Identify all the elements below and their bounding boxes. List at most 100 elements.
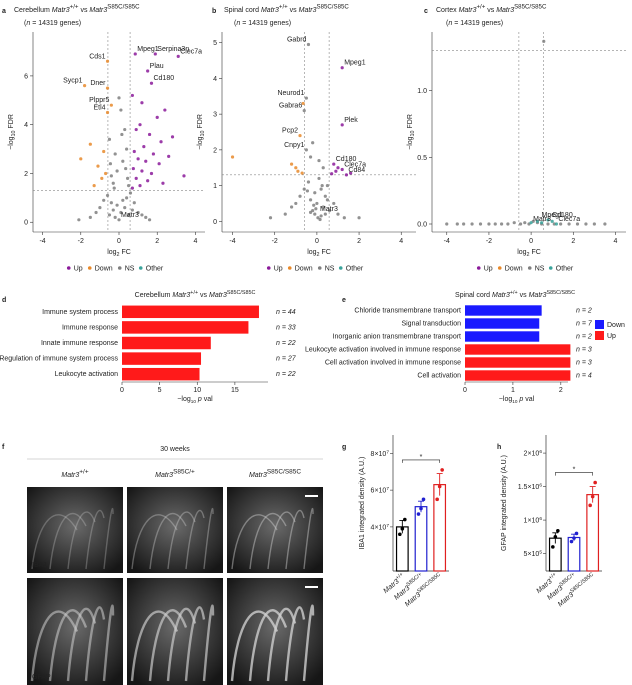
y-tick-label: 1×106 [524, 516, 543, 525]
data-point [132, 149, 136, 154]
category-label: Cell activation involved in immune respo… [325, 360, 461, 367]
y-tick-label: 5 [213, 40, 217, 47]
data-point [294, 166, 298, 170]
data-point [435, 497, 439, 502]
x-tick-label: 4 [193, 238, 197, 245]
tissue-fold [267, 511, 296, 570]
data-point [314, 207, 318, 211]
data-point [88, 142, 92, 146]
chart-title: Cerebellum Matr3+/+ vs Matr3S85C/S85C [135, 290, 256, 299]
gene-label: Mpeg1 [137, 46, 159, 53]
data-point [403, 517, 407, 522]
significance-bracket [402, 459, 440, 463]
x-axis-label: log2 FC [107, 249, 131, 258]
data-point [109, 174, 113, 178]
chart-title: Cerebellum Matr3+/+ vs Matr3S85C/S85C [14, 4, 140, 14]
legend-marker [497, 266, 502, 270]
data-point [130, 208, 134, 212]
panel-letter: h [497, 444, 501, 451]
n-label: n = 3 [576, 347, 592, 354]
n-label: n = 27 [276, 356, 297, 363]
chart-subtitle: (n = 14319 genes) [234, 20, 291, 27]
data-point [115, 169, 119, 173]
legend-marker [66, 266, 71, 270]
data-point [298, 133, 302, 138]
data-point [584, 222, 588, 226]
tissue-fold [230, 610, 279, 682]
data-point [575, 222, 580, 226]
data-point [523, 221, 527, 225]
data-point [398, 532, 402, 537]
gene-label: Neurod1 [277, 90, 304, 97]
data-point [132, 201, 136, 205]
data-point [313, 191, 317, 195]
data-point [302, 108, 306, 113]
bar [433, 484, 447, 572]
row-label: IBA1 [32, 562, 47, 569]
text-segment: +/+ [395, 572, 405, 582]
text-segment: vs [288, 7, 299, 14]
y-tick-label: 5×105 [524, 549, 543, 558]
text-segment: ( [234, 20, 237, 27]
data-point [306, 42, 311, 47]
legend-marker [287, 266, 292, 270]
data-point [83, 84, 87, 88]
micrograph [227, 487, 323, 573]
text-segment: −log [407, 136, 414, 150]
data-point [416, 512, 421, 516]
bar [122, 336, 211, 350]
gene-label: Matr3 [320, 206, 338, 213]
tissue-fold [185, 509, 205, 570]
data-point [546, 218, 550, 222]
text-segment: Matr3 [209, 292, 227, 299]
data-point [98, 206, 102, 210]
column-label: Matr3+/+ [61, 468, 88, 479]
data-point [493, 222, 497, 226]
data-point [550, 219, 554, 223]
y-tick-label: 1.5×106 [518, 482, 543, 491]
data-point [327, 208, 332, 213]
data-point [318, 217, 322, 222]
data-point [440, 468, 444, 472]
micrograph [27, 487, 123, 573]
tick-text: 1.5×10 [518, 484, 540, 491]
x-tick-label: 0 [529, 238, 533, 245]
column-label: Matr3S85C/+ [155, 468, 195, 479]
tick-exponent: 6 [539, 516, 542, 522]
row-label: GFAP [32, 674, 51, 681]
text-segment: S85C/+ [173, 468, 195, 475]
gene-label: Gabra6 [279, 103, 302, 110]
legend-marker [476, 266, 481, 270]
text-segment: FC [320, 249, 331, 256]
tick-exponent: 7 [386, 449, 389, 455]
n-label: n = 22 [276, 340, 296, 347]
group-title: 30 weeks [160, 446, 190, 453]
y-tick-label: 2×106 [524, 449, 543, 458]
legend-label: Up [607, 333, 616, 340]
category-label: Immune response [62, 324, 118, 331]
data-point [512, 221, 516, 225]
text-segment: Matr3 [529, 292, 547, 299]
data-point [115, 203, 119, 207]
x-tick-label: 0 [315, 238, 319, 245]
data-point [319, 214, 323, 218]
data-point [559, 222, 563, 226]
category-label: Chloride transmembrane transport [354, 308, 461, 315]
x-tick-label: 0 [463, 387, 467, 394]
text-segment: ( [24, 20, 27, 27]
text-segment: FC [530, 249, 541, 256]
x-tick-label: 2 [155, 238, 159, 245]
gene-label: Etl4 [93, 104, 105, 111]
legend-label: Up [274, 266, 283, 273]
n-label: n = 7 [576, 321, 593, 328]
data-point [518, 222, 523, 226]
data-point [593, 480, 597, 485]
gene-label: Pcp2 [282, 128, 298, 135]
bar [465, 305, 542, 316]
legend-marker [527, 266, 532, 270]
gene-label: Dner [90, 80, 106, 87]
y-tick-label: 0 [213, 219, 217, 226]
data-point [146, 69, 150, 73]
x-tick-label: 15 [231, 387, 239, 394]
y-tick-label: 1.0 [417, 88, 427, 95]
